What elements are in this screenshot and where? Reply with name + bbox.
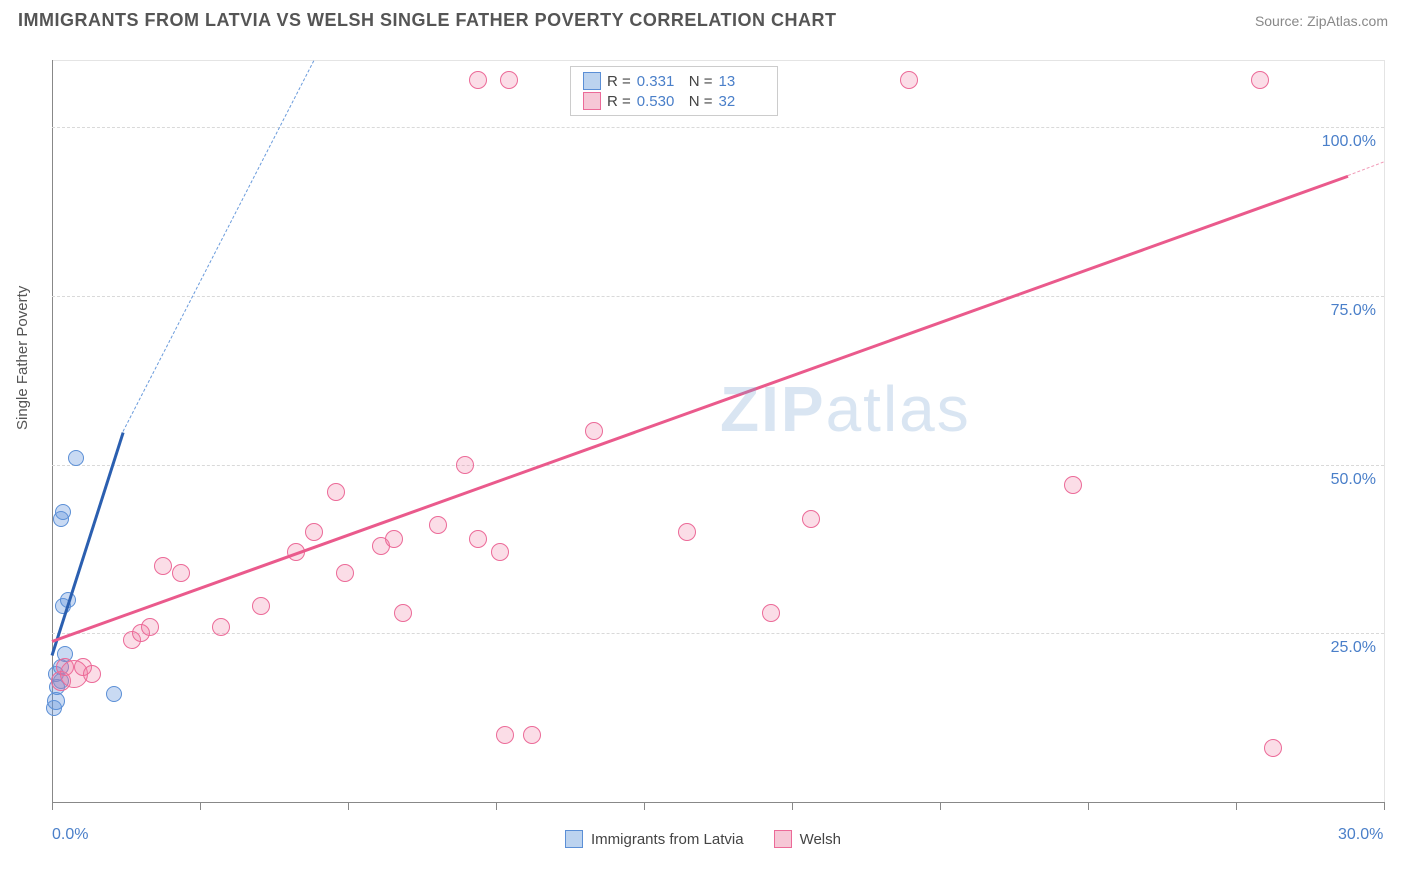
point-welsh [1251,71,1269,89]
gridline [52,296,1384,297]
point-welsh [212,618,230,636]
point-welsh [172,564,190,582]
legend-swatch-pink [774,830,792,848]
x-tick [1236,802,1237,810]
stat-value-r: 0.530 [637,93,683,110]
legend-item-latvia: Immigrants from Latvia [565,830,744,848]
point-welsh [1264,739,1282,757]
stats-swatch-blue [583,72,601,90]
point-welsh [154,557,172,575]
gridline [52,633,1384,634]
x-tick [940,802,941,810]
point-welsh [678,523,696,541]
point-welsh [141,618,159,636]
y-tick-label: 100.0% [1322,133,1376,151]
gridline [52,127,1384,128]
point-welsh [385,530,403,548]
x-tick [644,802,645,810]
point-welsh [585,422,603,440]
x-axis [52,802,1384,803]
source-label: Source: ZipAtlas.com [1255,13,1388,29]
gridline [52,465,1384,466]
x-tick [496,802,497,810]
stat-value-r: 0.331 [637,73,683,90]
x-tick [1384,802,1385,810]
point-welsh [456,456,474,474]
y-tick-label: 50.0% [1331,471,1376,489]
y-tick-label: 25.0% [1331,639,1376,657]
x-tick [1088,802,1089,810]
legend-label-welsh: Welsh [800,831,841,848]
legend-item-welsh: Welsh [774,830,841,848]
chart-title: IMMIGRANTS FROM LATVIA VS WELSH SINGLE F… [18,10,837,31]
point-welsh [802,510,820,528]
legend-label-latvia: Immigrants from Latvia [591,831,744,848]
point-welsh [327,483,345,501]
plot-area [52,60,1385,803]
x-tick [52,802,53,810]
legend-swatch-blue [565,830,583,848]
y-axis-title: Single Father Poverty [14,286,31,430]
stat-label-r: R = [607,73,631,90]
x-tick [200,802,201,810]
point-welsh [252,597,270,615]
stat-label-r: R = [607,93,631,110]
point-welsh [305,523,323,541]
y-tick-label: 75.0% [1331,302,1376,320]
header: IMMIGRANTS FROM LATVIA VS WELSH SINGLE F… [0,0,1406,37]
stat-value-n: 13 [719,73,765,90]
point-latvia [55,504,71,520]
point-welsh [394,604,412,622]
stats-swatch-pink [583,92,601,110]
point-welsh [336,564,354,582]
x-tick [792,802,793,810]
point-welsh [496,726,514,744]
stats-box: R = 0.331 N = 13 R = 0.530 N = 32 [570,66,778,116]
stat-value-n: 32 [719,93,765,110]
stat-label-n: N = [689,93,713,110]
legend: Immigrants from Latvia Welsh [0,830,1406,848]
point-welsh [83,665,101,683]
x-tick [348,802,349,810]
stats-row: R = 0.530 N = 32 [583,92,765,110]
stat-label-n: N = [689,73,713,90]
point-welsh [523,726,541,744]
stats-row: R = 0.331 N = 13 [583,72,765,90]
